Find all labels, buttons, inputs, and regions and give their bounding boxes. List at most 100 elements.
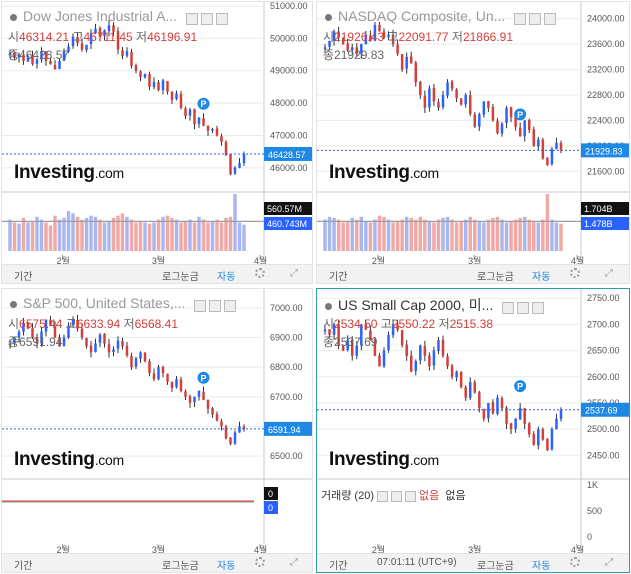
auto-scale-button[interactable]: 자동	[532, 561, 551, 572]
candle-body	[175, 379, 178, 388]
volume-tag-2	[581, 217, 629, 230]
volume-bar	[391, 222, 395, 251]
candle-body	[391, 34, 395, 45]
candlestick-plot-sp500[interactable]: 7000.006900.006800.006700.006600.006500.…	[2, 289, 313, 573]
candle-body	[134, 358, 138, 367]
y-tick-label: 24000.00	[587, 14, 625, 24]
hide-icon[interactable]	[201, 12, 214, 25]
volume-bar	[8, 219, 12, 251]
candle-body	[94, 28, 97, 34]
gear-icon[interactable]	[255, 268, 265, 278]
hide-icon[interactable]	[390, 490, 402, 502]
log-scale-button[interactable]: 로그눈금	[477, 272, 514, 283]
chart-toolbar: 기간 로그눈금 자동 ⤢	[2, 553, 312, 572]
period-button[interactable]: 기간	[14, 272, 33, 283]
series-dot-icon	[10, 13, 17, 21]
ohlc-readout: 시2534.50 고2550.22 저2515.38	[323, 317, 493, 331]
candle-body	[157, 367, 160, 380]
candle-body	[112, 25, 115, 32]
settings-icon[interactable]	[502, 301, 515, 314]
volume-bar	[355, 219, 359, 251]
volume-bar	[53, 215, 57, 251]
settings-icon[interactable]	[186, 12, 199, 25]
expand-icon[interactable]: ⤢	[290, 268, 298, 279]
log-scale-button[interactable]: 로그눈금	[162, 561, 199, 572]
gear-icon[interactable]	[570, 557, 580, 567]
expand-icon[interactable]: ⤢	[605, 557, 613, 568]
candle-body	[527, 423, 531, 435]
close-icon[interactable]	[544, 12, 557, 25]
y-tick-label: 6800.00	[270, 362, 303, 372]
volume-bar	[21, 217, 26, 251]
y-tick-label: 21600.00	[587, 166, 625, 176]
candlestick-plot-dow[interactable]: 51000.00 50000.00 49000.00 48000.00 47000.00…	[2, 2, 313, 284]
volume-bar	[12, 222, 17, 251]
candle-body	[400, 54, 404, 70]
candle-body	[532, 129, 536, 146]
chart-panel-nasdaq[interactable]: 24000.00 23600.00 23200.00 22800.00 22400.00…	[316, 1, 630, 284]
hide-icon[interactable]	[529, 12, 542, 25]
candle-body	[89, 345, 93, 353]
settings-icon[interactable]	[514, 12, 527, 25]
settings-icon[interactable]	[376, 490, 388, 502]
volume-bar	[170, 217, 174, 251]
settings-icon[interactable]	[194, 299, 207, 312]
hide-icon[interactable]	[209, 299, 222, 312]
expand-icon[interactable]: ⤢	[605, 268, 613, 279]
candle-body	[103, 333, 106, 344]
volume-bar	[400, 219, 404, 251]
y-tick-label: 46000.00	[270, 163, 308, 173]
volume-bar	[156, 219, 161, 251]
event-marker-label: P	[517, 110, 523, 120]
volume-bar	[192, 222, 197, 251]
period-button[interactable]: 기간	[14, 561, 33, 572]
candle-body	[505, 407, 508, 424]
expand-icon[interactable]: ⤢	[290, 557, 298, 568]
candlestick-plot-russell[interactable]: 2750.002700.002650.002600.002550.002500.…	[317, 289, 630, 573]
candlestick-plot-nasdaq[interactable]: 24000.00 23600.00 23200.00 22800.00 22400.00…	[317, 2, 630, 284]
close-icon[interactable]	[216, 12, 229, 25]
volume-bar	[336, 219, 341, 251]
candle-body	[446, 356, 449, 367]
auto-scale-button[interactable]: 자동	[532, 272, 551, 283]
volume-bar	[30, 221, 35, 251]
candle-body	[523, 408, 526, 424]
gear-icon[interactable]	[255, 557, 265, 567]
candle-body	[242, 426, 246, 429]
candle-body	[229, 154, 232, 175]
last-price-tag	[581, 143, 629, 158]
candle-body	[26, 56, 30, 62]
last-price-text: 2537.69	[585, 406, 618, 416]
candle-body	[400, 330, 404, 346]
auto-scale-button[interactable]: 자동	[217, 561, 236, 572]
log-scale-button[interactable]: 로그눈금	[477, 561, 514, 572]
chart-panel-russell[interactable]: 2750.002700.002650.002600.002550.002500.…	[316, 288, 630, 573]
volume-bar	[143, 222, 147, 251]
candle-body	[224, 426, 228, 439]
candle-body	[409, 355, 413, 372]
y-tick-label: 23200.00	[587, 65, 625, 75]
chart-panel-sp500[interactable]: 7000.006900.006800.006700.006600.006500.…	[1, 288, 313, 573]
candle-body	[107, 344, 111, 353]
volume-bar	[120, 213, 125, 251]
candle-body	[346, 43, 349, 51]
close-icon[interactable]	[224, 299, 237, 312]
volume-bar	[197, 216, 201, 251]
candle-body	[414, 62, 418, 83]
candle-body	[500, 123, 504, 134]
log-scale-button[interactable]: 로그눈금	[162, 272, 199, 283]
time-readout: 07:01:11 (UTC+9)	[377, 557, 457, 568]
period-button[interactable]: 기간	[329, 272, 348, 283]
close-icon[interactable]	[404, 490, 416, 502]
hide-icon[interactable]	[517, 301, 530, 314]
gear-icon[interactable]	[570, 268, 580, 278]
period-button[interactable]: 기간	[329, 561, 348, 572]
candle-body	[523, 120, 526, 137]
y-tick-label: 51000.00	[270, 2, 308, 11]
close-icon[interactable]	[532, 301, 545, 314]
chart-panel-dow[interactable]: 51000.00 50000.00 49000.00 48000.00 47000.00…	[1, 1, 313, 284]
volume-bar	[377, 215, 382, 251]
candle-body	[332, 324, 336, 335]
auto-scale-button[interactable]: 자동	[217, 272, 236, 283]
volume-bar	[459, 221, 463, 251]
